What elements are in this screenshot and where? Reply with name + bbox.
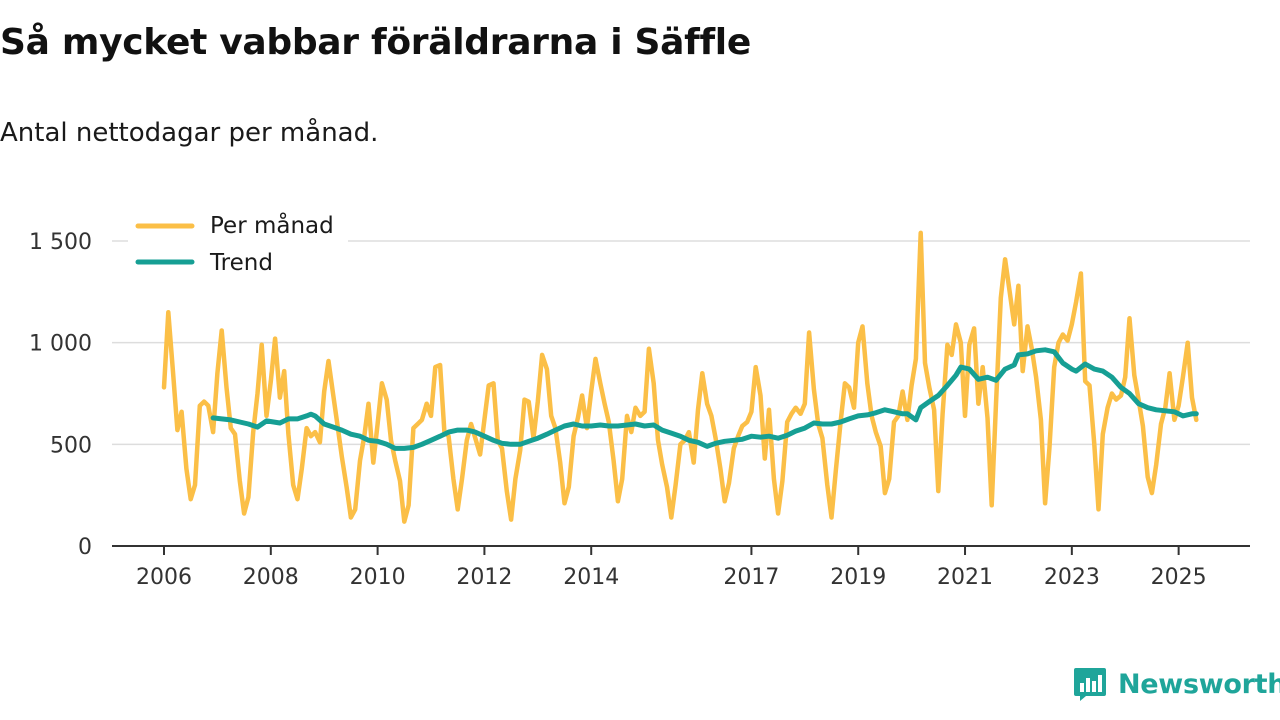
x-tick-label: 2021 <box>937 565 993 590</box>
x-tick-label: 2012 <box>456 565 512 590</box>
x-tick-label: 2006 <box>136 565 192 590</box>
x-tick-label: 2017 <box>723 565 779 590</box>
x-axis: 2006 2008 2010 2012 2014 2017 2019 2021 2023 2025 <box>112 545 1250 590</box>
series-line-trend <box>210 347 1199 451</box>
legend-label-trend: Trend <box>209 250 273 276</box>
newsworthy-logo-icon <box>1074 668 1106 701</box>
x-tick-label: 2025 <box>1151 565 1207 590</box>
y-tick-label: 1 000 <box>29 332 92 357</box>
legend-background <box>128 206 348 284</box>
y-tick-label: 0 <box>78 535 92 560</box>
x-tick-label: 2014 <box>563 565 619 590</box>
x-tick-label: 2019 <box>830 565 886 590</box>
brand-name: Newsworthy <box>1118 668 1280 700</box>
legend-label-per-manad: Per månad <box>210 211 334 239</box>
legend: Per månad Trend <box>128 206 348 284</box>
x-tick-label: 2008 <box>243 565 299 590</box>
chart-subtitle: Antal nettodagar per månad. <box>0 118 379 148</box>
y-tick-label: 500 <box>50 433 92 458</box>
x-tick-label: 2023 <box>1044 565 1100 590</box>
series-layer <box>161 230 1199 524</box>
y-tick-label: 1 500 <box>29 230 92 255</box>
chart-title: Så mycket vabbar föräldrarna i Säffle <box>0 22 751 63</box>
newsworthy-brand: Newsworthy <box>1072 664 1280 704</box>
y-axis: 0 500 1 000 1 500 <box>29 230 92 560</box>
x-tick-label: 2010 <box>350 565 406 590</box>
